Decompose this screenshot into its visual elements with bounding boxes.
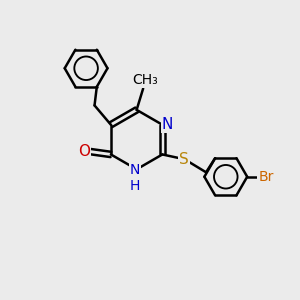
Text: S: S [179,152,189,167]
Text: N
H: N H [130,163,140,193]
Text: N: N [162,117,173,132]
Text: O: O [78,144,90,159]
Text: Br: Br [258,170,274,184]
Text: CH₃: CH₃ [132,73,158,87]
